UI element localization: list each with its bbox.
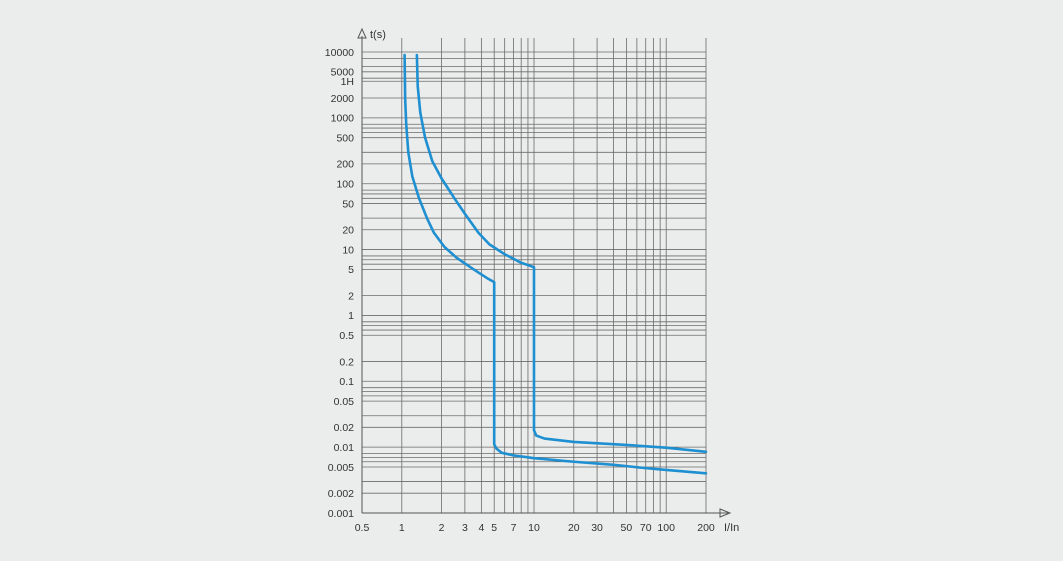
x-gridlines <box>401 38 707 513</box>
y-tick-label: 5 <box>348 264 354 276</box>
y-tick-label: 0.2 <box>339 356 354 368</box>
x-axis-title: I/In <box>724 522 739 534</box>
y-tick-label: 5000 <box>331 67 355 79</box>
x-tick-label: 5 <box>491 522 497 534</box>
y-tick-label: 0.1 <box>339 376 354 388</box>
series-line-2 <box>415 53 708 454</box>
series-line-1 <box>403 53 708 475</box>
y-tick-label: 0.002 <box>328 488 354 500</box>
y-tick-label: 2000 <box>331 93 355 105</box>
y-tick-label: 0.5 <box>339 330 354 342</box>
x-tick-label: 30 <box>591 522 603 534</box>
y-tick-label: 100 <box>336 179 354 191</box>
y-tick-label: 500 <box>336 132 354 144</box>
y-tick-label: 1000 <box>331 113 355 125</box>
y-tick-label: 1 <box>348 310 354 322</box>
x-tick-label: 20 <box>568 522 580 534</box>
y-tick-label: 200 <box>336 159 354 171</box>
y-tick-label: 0.01 <box>334 442 355 454</box>
x-tick-label: 50 <box>621 522 633 534</box>
y-axis-title: t(s) <box>370 29 386 41</box>
y-axis-arrow <box>357 27 367 39</box>
y-tick-label: 0.005 <box>328 462 354 474</box>
x-tick-label: 7 <box>511 522 517 534</box>
x-tick-label: 2 <box>439 522 445 534</box>
y-tick-label: 10 <box>342 244 354 256</box>
y-tick-label: 2 <box>348 290 354 302</box>
y-tick-label: 10000 <box>325 47 354 59</box>
x-axis-arrow <box>719 508 732 518</box>
x-tick-label: 10 <box>528 522 540 534</box>
axes <box>357 27 732 518</box>
y-tick-label: 50 <box>342 198 354 210</box>
y-tick-label: 0.02 <box>334 422 355 434</box>
y-tick-label: 0.001 <box>328 508 354 520</box>
x-tick-label: 3 <box>462 522 468 534</box>
x-tick-label: 1 <box>399 522 405 534</box>
curves <box>403 53 708 475</box>
x-tick-labels: 0.5 1 2 3 4 5 7 10 20 30 50 70 100 200 <box>355 522 715 534</box>
y-tick-label: 20 <box>342 225 354 237</box>
y-tick-label: 1H <box>341 76 354 88</box>
x-tick-label: 100 <box>657 522 675 534</box>
x-tick-label: 0.5 <box>355 522 370 534</box>
x-tick-label: 70 <box>640 522 652 534</box>
y-tick-label: 0.05 <box>334 396 355 408</box>
x-tick-label: 200 <box>697 522 715 534</box>
x-tick-label: 4 <box>478 522 484 534</box>
